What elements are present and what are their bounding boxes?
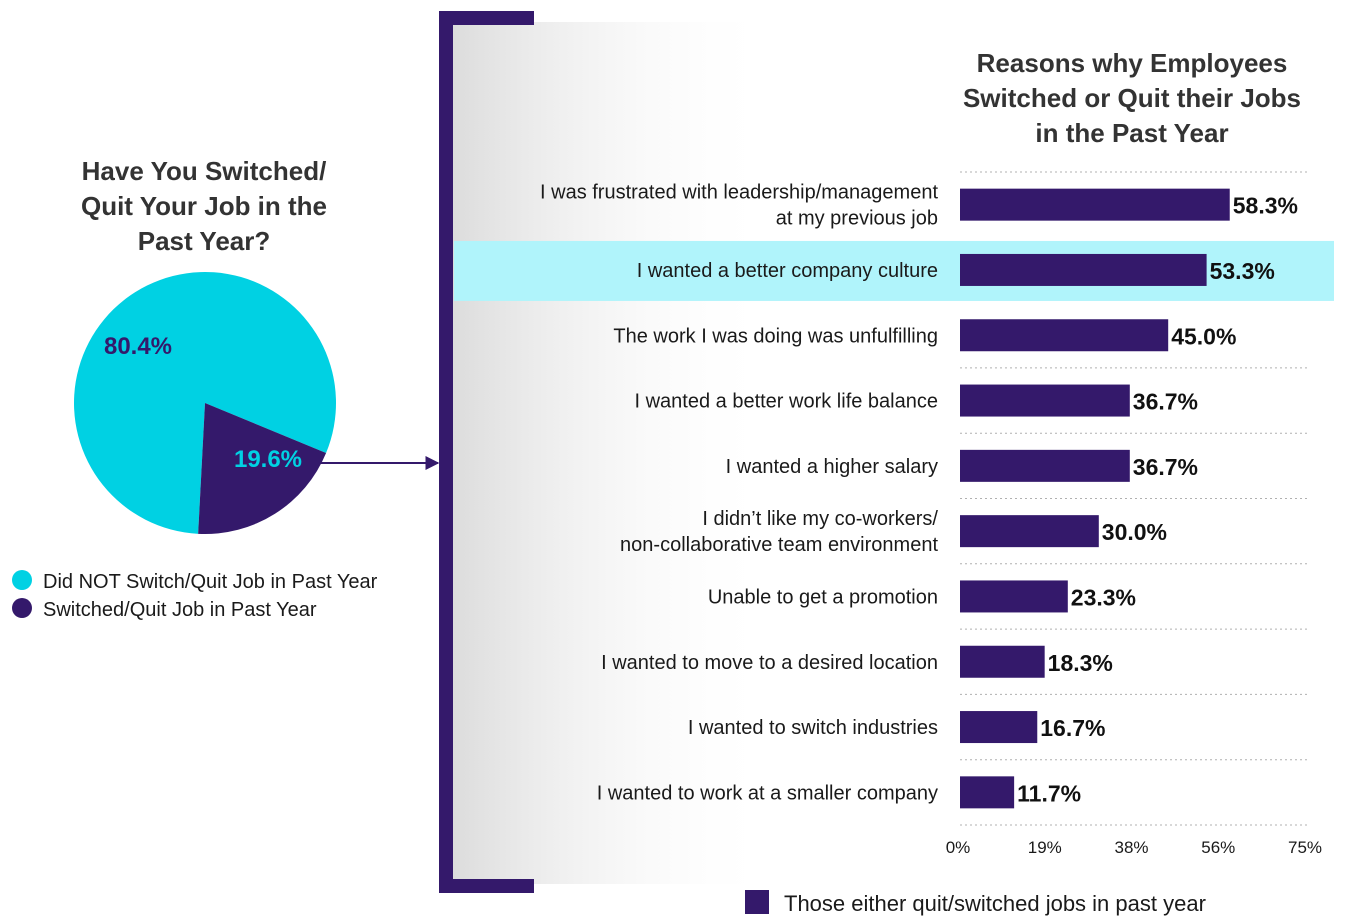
- pie-slice-label-1: 19.6%: [234, 446, 302, 473]
- pie-legend-marker-1: [12, 598, 32, 618]
- bar-value-label-1: 53.3%: [1210, 258, 1275, 284]
- bar-9: [960, 776, 1015, 809]
- pie-slice-1: [198, 403, 327, 534]
- bar-x-axis-ticks: 0% 19% 38% 56% 75%: [946, 838, 1322, 857]
- pie-slice-label-0: 80.4%: [104, 333, 172, 360]
- pie-legend-label-0: Did NOT Switch/Quit Job in Past Year: [43, 571, 378, 593]
- category-label-2: The work I was doing was unfulfilling: [613, 325, 938, 347]
- pie-title-line-1: Have You Switched/: [82, 156, 327, 186]
- category-label-5: I didn’t like my co-workers/non-collabor…: [620, 508, 938, 556]
- bar-category-labels: I was frustrated with leadership/managem…: [540, 182, 938, 805]
- bar-4: [960, 449, 1130, 482]
- bar-1: [960, 253, 1207, 286]
- pie-legend-label-1: Switched/Quit Job in Past Year: [43, 599, 317, 621]
- bar-chart: Reasons why Employees Switched or Quit t…: [454, 48, 1334, 916]
- x-tick-label-0: 0%: [946, 838, 971, 857]
- pie-chart: Have You Switched/ Quit Your Job in the …: [12, 156, 440, 621]
- bar-value-label-0: 58.3%: [1233, 193, 1298, 219]
- bar-value-labels: 58.3% 53.3% 45.0% 36.7% 36.7% 30.0% 23.3% 18.3%…: [1017, 193, 1298, 807]
- bar-legend-label: Those either quit/switched jobs in past …: [784, 891, 1206, 916]
- category-label-9: I wanted to work at a smaller company: [597, 782, 938, 804]
- x-tick-label-2: 38%: [1114, 838, 1148, 857]
- bar-value-label-8: 16.7%: [1040, 715, 1105, 741]
- pie-legend-marker-0: [12, 570, 32, 590]
- bracket-frame: [439, 11, 534, 893]
- category-label-1: I wanted a better company culture: [637, 260, 938, 282]
- x-tick-label-1: 19%: [1028, 838, 1062, 857]
- pie-legend: Did NOT Switch/Quit Job in Past Year Swit…: [12, 570, 378, 621]
- category-label-6: Unable to get a promotion: [708, 586, 938, 608]
- pie-title-line-2: Quit Your Job in the: [81, 191, 327, 221]
- bar-title-line-2: Switched or Quit their Jobs: [963, 83, 1301, 113]
- pie-slices: [74, 271, 337, 534]
- category-label-4: I wanted a higher salary: [726, 456, 938, 478]
- bar-legend: Those either quit/switched jobs in past …: [745, 890, 1206, 916]
- bar-7: [960, 645, 1045, 678]
- bar-value-label-7: 18.3%: [1048, 650, 1113, 676]
- bar-value-label-4: 36.7%: [1133, 454, 1198, 480]
- category-label-8: I wanted to switch industries: [688, 717, 938, 739]
- pie-labels: 80.4% 19.6%: [104, 333, 302, 473]
- category-label-7: I wanted to move to a desired location: [601, 652, 938, 674]
- bar-3: [960, 384, 1130, 417]
- bar-2: [960, 319, 1169, 352]
- bar-5: [960, 515, 1099, 548]
- x-tick-label-4: 75%: [1288, 838, 1322, 857]
- category-label-3: I wanted a better work life balance: [634, 391, 938, 413]
- pie-title-line-3: Past Year?: [138, 226, 271, 256]
- bar-6: [960, 580, 1068, 613]
- bar-title-line-3: in the Past Year: [1035, 118, 1228, 148]
- bar-value-label-6: 23.3%: [1071, 584, 1136, 610]
- bar-value-label-9: 11.7%: [1017, 780, 1081, 806]
- pie-slice-0: [74, 271, 337, 534]
- x-tick-label-3: 56%: [1201, 838, 1235, 857]
- bar-panel-shade: [453, 22, 773, 884]
- bar-value-label-3: 36.7%: [1133, 389, 1198, 415]
- category-label-0: I was frustrated with leadership/managem…: [540, 182, 938, 230]
- bar-title-line-1: Reasons why Employees: [977, 48, 1288, 78]
- bar-value-label-5: 30.0%: [1102, 519, 1167, 545]
- bar-legend-marker: [745, 890, 769, 914]
- bar-series: [960, 188, 1230, 809]
- bar-value-label-2: 45.0%: [1171, 323, 1236, 349]
- bar-8: [960, 711, 1038, 744]
- bar-0: [960, 188, 1230, 221]
